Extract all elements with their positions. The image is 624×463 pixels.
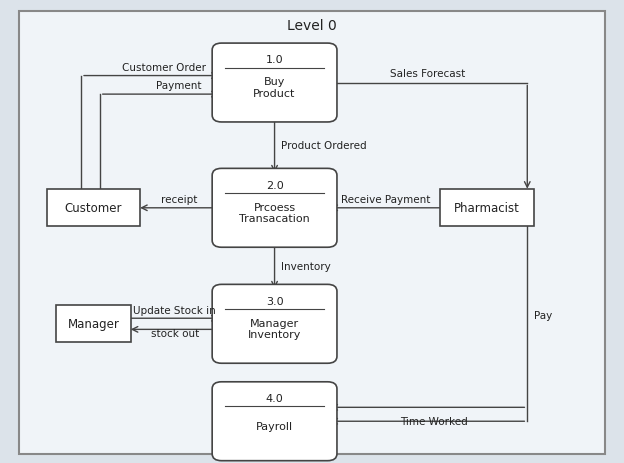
Text: stock out: stock out xyxy=(150,328,199,338)
Text: Pharmacist: Pharmacist xyxy=(454,202,520,215)
Text: Manager: Manager xyxy=(67,318,120,331)
Text: Payroll: Payroll xyxy=(256,421,293,431)
Text: Pay: Pay xyxy=(534,310,552,320)
Text: Receive Payment: Receive Payment xyxy=(341,194,430,205)
FancyBboxPatch shape xyxy=(212,44,337,123)
Text: Manager
Inventory: Manager Inventory xyxy=(248,318,301,339)
Text: Product Ordered: Product Ordered xyxy=(281,141,366,151)
Text: Time Worked: Time Worked xyxy=(400,416,467,426)
FancyBboxPatch shape xyxy=(212,285,337,363)
FancyBboxPatch shape xyxy=(212,169,337,248)
FancyBboxPatch shape xyxy=(440,190,534,227)
Text: 2.0: 2.0 xyxy=(266,180,283,190)
Text: 1.0: 1.0 xyxy=(266,55,283,65)
FancyBboxPatch shape xyxy=(212,382,337,461)
Text: receipt: receipt xyxy=(161,194,198,205)
Text: Prcoess
Transacation: Prcoess Transacation xyxy=(239,202,310,224)
Text: Customer Order: Customer Order xyxy=(122,63,206,73)
FancyBboxPatch shape xyxy=(56,306,131,343)
Text: 3.0: 3.0 xyxy=(266,296,283,306)
FancyBboxPatch shape xyxy=(19,12,605,454)
Text: 4.0: 4.0 xyxy=(266,393,283,403)
FancyBboxPatch shape xyxy=(47,190,140,227)
Text: Payment: Payment xyxy=(156,81,202,91)
Text: Customer: Customer xyxy=(65,202,122,215)
Text: Update Stock in: Update Stock in xyxy=(134,305,216,315)
Text: Buy
Product: Buy Product xyxy=(253,77,296,99)
Text: Level 0: Level 0 xyxy=(287,19,337,32)
Text: Inventory: Inventory xyxy=(281,261,331,271)
Text: Sales Forecast: Sales Forecast xyxy=(390,69,465,79)
